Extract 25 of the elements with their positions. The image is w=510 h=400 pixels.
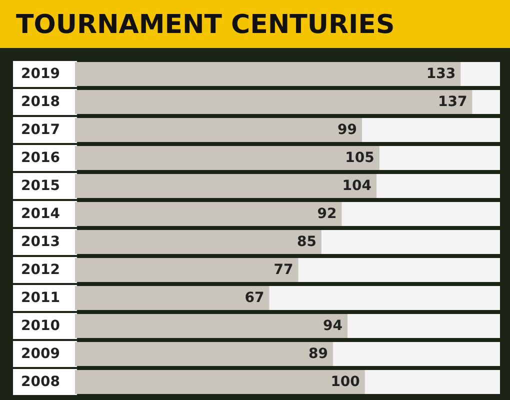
data-label: 67 <box>244 290 264 306</box>
y-tick-label: 2019 <box>21 66 60 82</box>
y-tick-label: 2010 <box>21 318 60 334</box>
data-label: 137 <box>438 94 468 110</box>
y-tick-label: 2018 <box>21 94 60 110</box>
y-tick-label: 2008 <box>21 374 60 390</box>
data-label: 100 <box>330 374 360 390</box>
y-tick-label: 2013 <box>21 234 60 250</box>
data-label: 89 <box>308 346 328 362</box>
y-tick-label: 2016 <box>21 150 60 166</box>
data-label: 94 <box>323 318 343 334</box>
y-tick-label: 2012 <box>21 262 60 278</box>
data-label: 99 <box>338 122 358 138</box>
data-label: 92 <box>317 206 337 222</box>
y-tick-label: 2015 <box>21 178 60 194</box>
y-tick-label: 2014 <box>21 206 60 222</box>
data-label: 104 <box>342 178 372 194</box>
y-tick-label: 2011 <box>21 290 60 306</box>
y-tick-label: 2017 <box>21 122 60 138</box>
y-tick-label: 2009 <box>21 346 60 362</box>
data-label: 105 <box>345 150 374 166</box>
data-label: 85 <box>296 234 316 250</box>
data-label: 77 <box>274 262 294 278</box>
chart-title: TOURNAMENT CENTURIES <box>16 10 395 40</box>
data-label: 133 <box>426 66 456 82</box>
